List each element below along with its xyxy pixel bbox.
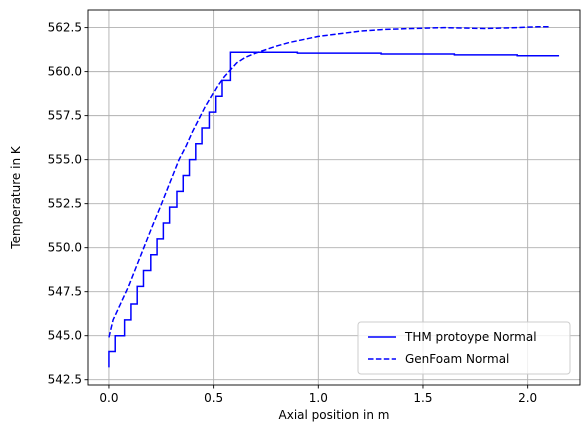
x-tick-label: 2.0 [518, 391, 537, 405]
x-tick-label: 1.5 [413, 391, 432, 405]
y-tick-label: 547.5 [48, 285, 82, 299]
x-axis-label: Axial position in m [279, 408, 390, 422]
y-tick-label: 552.5 [48, 197, 82, 211]
y-axis-label: Temperature in K [9, 145, 23, 250]
y-tick-label: 557.5 [48, 109, 82, 123]
legend-label-genfoam: GenFoam Normal [405, 352, 509, 366]
legend-label-thm: THM protoype Normal [404, 330, 537, 344]
legend: THM protoype Normal GenFoam Normal [357, 321, 571, 375]
y-tick-label: 545.0 [48, 329, 82, 343]
y-tick-label: 542.5 [48, 373, 82, 387]
legend-box [357, 321, 571, 375]
y-tick-label: 555.0 [48, 153, 82, 167]
x-tick-label: 0.0 [99, 391, 118, 405]
plot-frame [87, 9, 581, 386]
y-tick-label: 562.5 [48, 21, 82, 35]
series-layer [108, 25, 560, 368]
x-tick-label: 0.5 [204, 391, 223, 405]
axis-ticks: 0.0 0.5 1.0 1.5 2.0 542.5 545.0 547.5 550.0 552.5… [48, 21, 538, 405]
y-tick-label: 550.0 [48, 241, 82, 255]
series-line-thm [108, 51, 560, 368]
series-line-genfoam [108, 25, 549, 338]
y-tick-label: 560.0 [48, 65, 82, 79]
x-tick-label: 1.0 [309, 391, 328, 405]
